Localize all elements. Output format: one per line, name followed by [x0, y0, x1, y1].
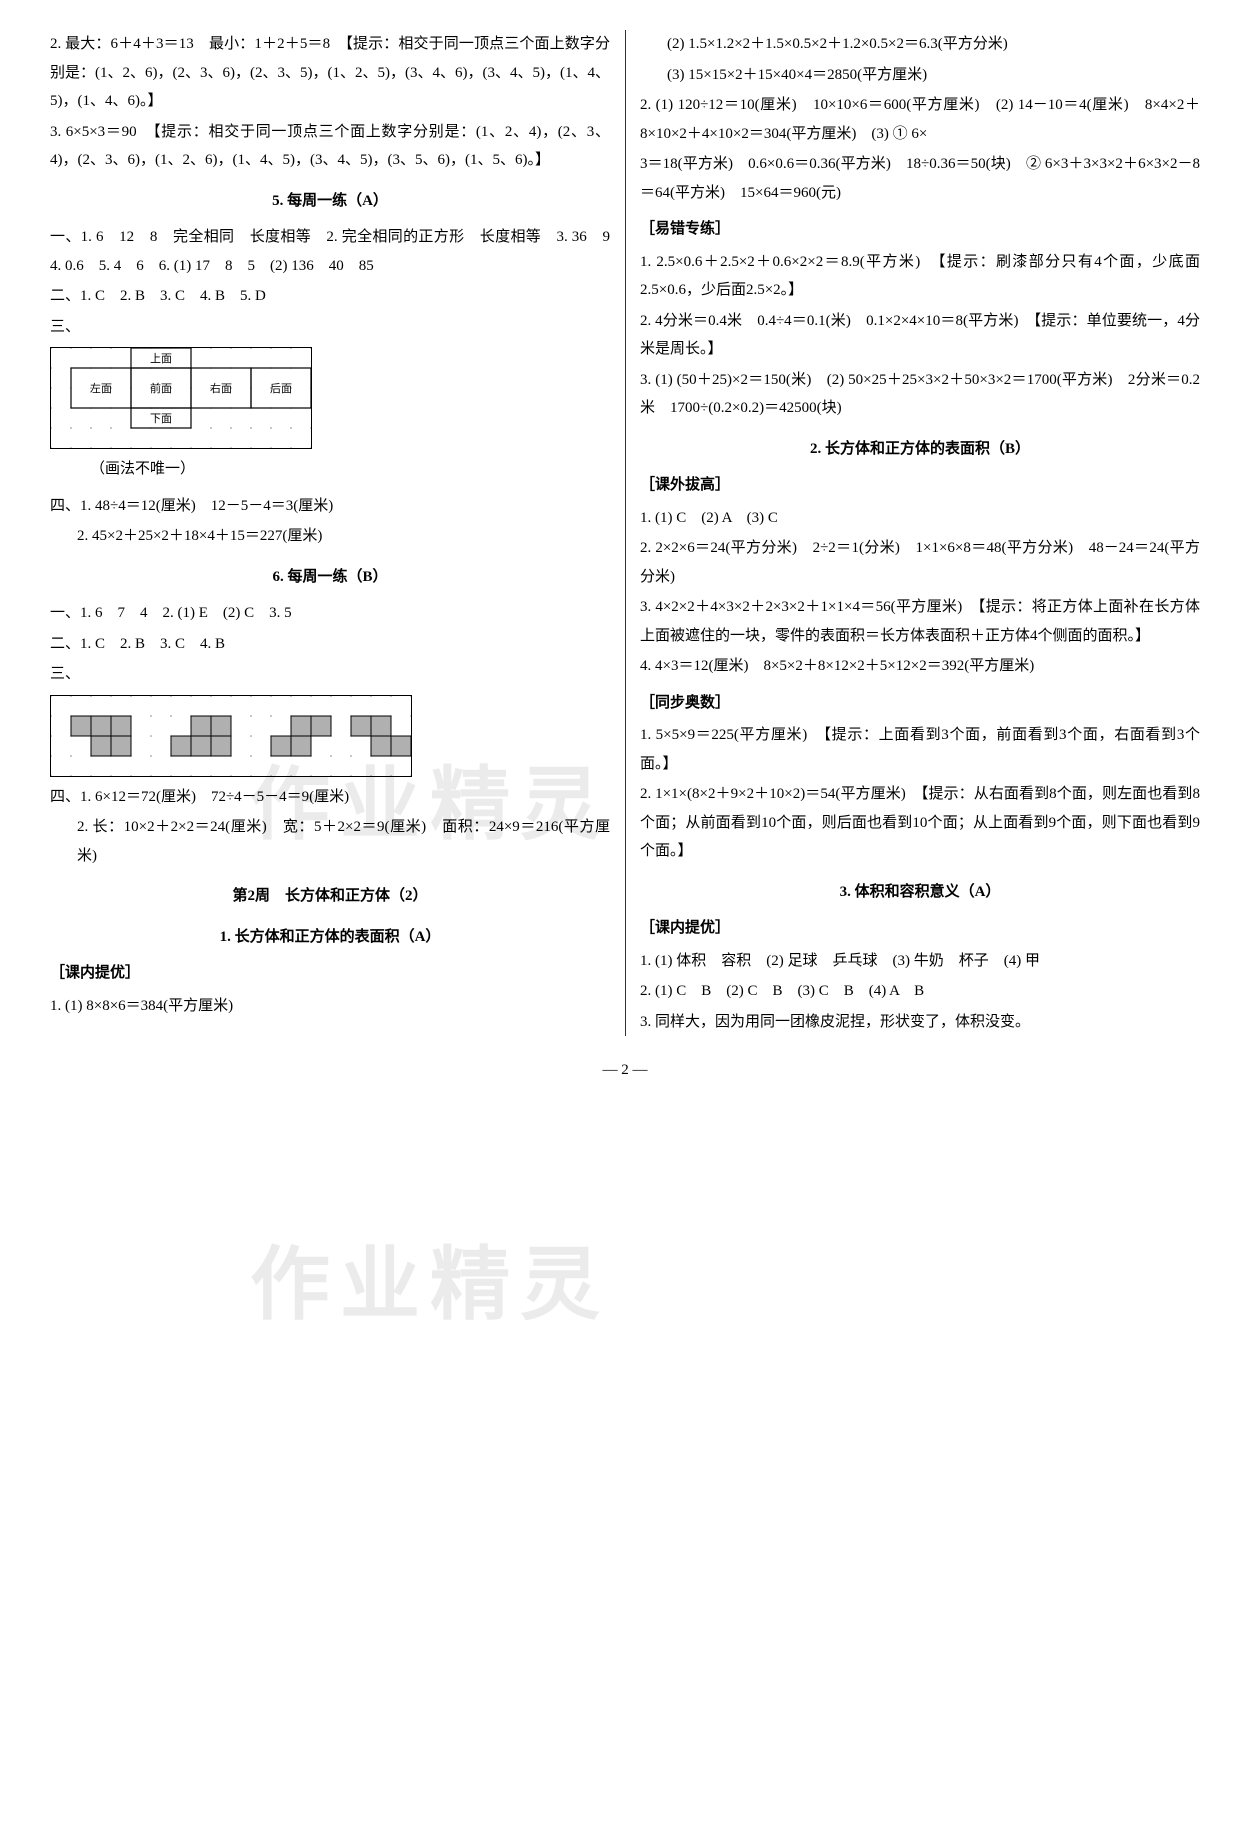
- kw2: 2. 2×2×6＝24(平方分米) 2÷2＝1(分米) 1×1×6×8＝48(平…: [640, 534, 1200, 591]
- n1: 1. (1) 体积 容积 (2) 足球 乒乓球 (3) 牛奶 杯子 (4) 甲: [640, 947, 1200, 976]
- b1: 一、1. 6 7 4 2. (1) E (2) C 3. 5: [50, 599, 610, 628]
- knty2-head: ［课内提优］: [640, 914, 1200, 943]
- svg-text:前面: 前面: [150, 381, 172, 395]
- a4-2: 2. 45×2＋25×2＋18×4＋15＝227(厘米): [50, 522, 610, 551]
- kw4: 4. 4×3＝12(厘米) 8×5×2＋8×12×2＋5×12×2＝392(平方…: [640, 652, 1200, 681]
- page-number: — 2 —: [50, 1056, 1200, 1085]
- a2: 二、1. C 2. B 3. C 4. B 5. D: [50, 282, 610, 311]
- grid1-svg: 上面左面 前面 右面 后面下面: [50, 347, 312, 449]
- left-p2: 2. 最大：6＋4＋3＝13 最小：1＋2＋5＝8 【提示：相交于同一顶点三个面…: [50, 30, 610, 116]
- grid1-wrap: 上面左面 前面 右面 后面下面: [50, 347, 610, 449]
- y1: 1. 2.5×0.6＋2.5×2＋0.6×2×2＝8.9(平方米) 【提示：刷漆…: [640, 248, 1200, 305]
- knty-head: ［课内提优］: [50, 959, 610, 988]
- grid2-svg: [50, 695, 412, 777]
- t2: 2. 1×1×(8×2＋9×2＋10×2)＝54(平方厘米) 【提示：从右面看到…: [640, 780, 1200, 866]
- b4-2: 2. 长：10×2＋2×2＝24(厘米) 宽：5＋2×2＝9(厘米) 面积：24…: [50, 813, 610, 870]
- kw3: 3. 4×2×2＋4×3×2＋2×3×2＋1×1×4＝56(平方厘米) 【提示：…: [640, 593, 1200, 650]
- grid2-wrap: [50, 695, 610, 777]
- a4-1: 四、1. 48÷4＝12(厘米) 12－5－4＝3(厘米): [50, 492, 610, 521]
- sec3a-title: 3. 体积和容积意义（A）: [640, 878, 1200, 907]
- svg-text:下面: 下面: [150, 413, 172, 425]
- k1-2: (2) 1.5×1.2×2＋1.5×0.5×2＋1.2×0.5×2＝6.3(平方…: [640, 30, 1200, 59]
- left-p3: 3. 6×5×3＝90 【提示：相交于同一顶点三个面上数字分别是：(1、2、4)…: [50, 118, 610, 175]
- y3: 3. (1) (50＋25)×2＝150(米) (2) 50×25＋25×3×2…: [640, 366, 1200, 423]
- sec2b-title: 2. 长方体和正方体的表面积（B）: [640, 435, 1200, 464]
- svg-text:左面: 左面: [90, 382, 112, 395]
- kwbg-head: ［课外拔高］: [640, 471, 1200, 500]
- svg-text:后面: 后面: [270, 382, 292, 395]
- section-5a: 5. 每周一练（A）: [50, 187, 610, 216]
- b2: 二、1. C 2. B 3. C 4. B: [50, 630, 610, 659]
- n2: 2. (1) C B (2) C B (3) C B (4) A B: [640, 977, 1200, 1006]
- a1: 一、1. 6 12 8 完全相同 长度相等 2. 完全相同的正方形 长度相等 3…: [50, 223, 610, 280]
- section-6b: 6. 每周一练（B）: [50, 563, 610, 592]
- svg-text:右面: 右面: [210, 381, 232, 395]
- kw1: 1. (1) C (2) A (3) C: [640, 504, 1200, 533]
- r1: 3＝18(平方米) 0.6×0.6＝0.36(平方米) 18÷0.36＝50(块…: [640, 150, 1200, 207]
- page-columns: 2. 最大：6＋4＋3＝13 最小：1＋2＋5＝8 【提示：相交于同一顶点三个面…: [50, 30, 1200, 1036]
- b4-1: 四、1. 6×12＝72(厘米) 72÷4－5－4＝9(厘米): [50, 783, 610, 812]
- svg-text:上面: 上面: [150, 352, 172, 365]
- y2: 2. 4分米＝0.4米 0.4÷4＝0.1(米) 0.1×2×4×10＝8(平方…: [640, 307, 1200, 364]
- yczl-head: ［易错专练］: [640, 215, 1200, 244]
- watermark-2: 作业精灵: [250, 1210, 610, 1362]
- sec1a-title: 1. 长方体和正方体的表面积（A）: [50, 923, 610, 952]
- tbas-head: ［同步奥数］: [640, 689, 1200, 718]
- k2: 2. (1) 120÷12＝10(厘米) 10×10×6＝600(平方厘米) (…: [640, 91, 1200, 148]
- t1: 1. 5×5×9＝225(平方厘米) 【提示：上面看到3个面，前面看到3个面，右…: [640, 721, 1200, 778]
- k1-1: 1. (1) 8×8×6＝384(平方厘米): [50, 992, 610, 1021]
- week2-title: 第2周 长方体和正方体（2）: [50, 882, 610, 911]
- b3-label: 三、: [50, 660, 610, 689]
- n3: 3. 同样大，因为用同一团橡皮泥捏，形状变了，体积没变。: [640, 1008, 1200, 1037]
- a3-label: 三、: [50, 313, 610, 342]
- grid1-caption: （画法不唯一）: [50, 455, 610, 484]
- k1-3: (3) 15×15×2＋15×40×4＝2850(平方厘米): [640, 61, 1200, 90]
